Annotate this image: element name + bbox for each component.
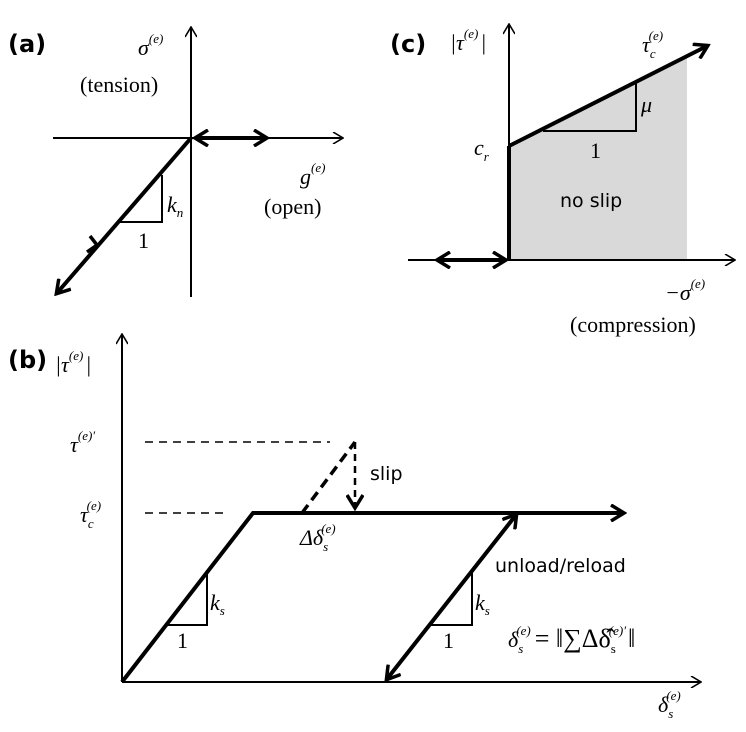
svg-text:ks: ks [210,590,225,618]
b-trial-path [300,440,357,515]
c-slope-triangle [543,82,637,132]
c-y-sup: (e) [464,26,478,41]
b-y-close: | [85,352,91,377]
svg-text:|τ(e)|: |τ(e)| [450,26,486,55]
svg-text:τ(e)′: τ(e)′ [70,428,95,457]
c-no-slip-region [509,57,687,260]
b-loading-path [120,513,623,684]
panel-a-label: (a) [8,30,46,58]
b-formula-lhs-sub: s [518,641,523,656]
c-tau-c-sup: (e) [649,28,663,43]
b-formula: δs(e) = ‖∑Δδ̂s(e)′‖ [508,623,635,656]
b-run-label-1: 1 [177,628,188,653]
b-formula-lhs: δ [508,627,519,652]
a-arrowhead [85,234,100,254]
c-compression-label: (compression) [570,312,696,337]
b-formula-lhs-sup: (e) [516,623,530,638]
b-delta-label: Δδ [299,525,324,550]
svg-text:g(e): g(e) [300,160,325,189]
b-slip-label: slip [370,463,403,485]
c-y-axis-label: |τ [450,30,465,55]
c-x-axis-label: −σ [665,280,692,305]
b-tau-c-sub: c [88,516,94,531]
c-run-label: 1 [590,138,601,163]
b-unload-reload-arrow [387,515,516,679]
svg-text:σ(e): σ(e) [138,31,163,60]
c-tau-c-sub: c [650,46,656,61]
b-delta-sup: (e) [321,521,335,536]
a-run-label: 1 [138,228,149,253]
b-ks-sub-2: s [485,603,490,618]
a-kn-label: k [167,192,178,217]
a-y-axis-label: σ [138,35,150,60]
b-unload-label: unload/reload [495,555,626,577]
b-formula-rhs: = ‖∑Δδ̂ [535,624,616,653]
b-formula-rhs-sub: s [611,641,616,656]
b-x-sup: (e) [666,688,680,703]
svg-text:τc(e): τc (e) [642,28,663,61]
a-y-sup: (e) [149,31,163,46]
a-open-label: (open) [264,194,321,219]
b-delta-sub: s [323,539,328,554]
a-normal-stiffness-line [57,136,193,293]
c-mu-label: μ [640,92,652,117]
svg-text:Δδs(e): Δδs (e) [299,521,336,554]
b-tau-c-sup: (e) [87,498,101,513]
b-x-sub: s [668,706,673,721]
svg-text:−σ(e): −σ(e) [665,276,705,305]
a-slope-triangle [120,175,163,223]
c-y-close: | [480,30,486,55]
b-tau-prime-sup: (e)′ [78,428,95,443]
panel-a: (a) σ(e) (tension) kn 1 g(e) (open) [8,28,342,297]
panel-c: (c) |τ(e)| τc(e) cr μ 1 no slip −σ(e) (c… [390,25,734,337]
b-formula-rhs-sup: (e)′ [609,623,626,638]
panel-c-label: (c) [390,30,426,58]
c-friction-line [508,46,707,148]
svg-text:cr: cr [474,135,490,164]
c-cohesion-label: c [474,135,484,160]
b-slope-triangle-2 [430,570,473,626]
b-slope-triangle-1 [165,570,208,626]
c-cohesion-sub: r [484,149,490,164]
c-no-slip-label: no slip [560,190,622,212]
b-run-label-2: 1 [443,628,454,653]
svg-text:ks: ks [475,590,490,618]
c-x-sup: (e) [691,276,705,291]
b-y-sup: (e) [69,348,83,363]
a-x-sup: (e) [311,160,325,175]
b-formula-close: ‖ [628,624,635,653]
c-tau-c-label: τ [642,32,651,57]
panel-b-label: (b) [8,346,47,374]
panel-b: (b) |τ(e)| τ(e)′ τc(e) slip Δδs(e) unloa… [8,335,700,721]
b-x-axis-label: δ [658,692,669,717]
svg-text:|τ(e)|: |τ(e)| [55,348,91,377]
b-tau-prime-label: τ [70,432,79,457]
b-tau-c-label: τ [80,502,89,527]
a-tension-label: (tension) [80,72,158,97]
svg-text:τc(e): τc (e) [80,498,101,531]
svg-text:kn: kn [167,192,183,220]
b-ks-label-1: k [210,590,221,615]
svg-text:δs(e): δs (e) [658,688,681,721]
b-ks-label-2: k [475,590,486,615]
a-x-axis-label: g [300,164,311,189]
b-ks-sub-1: s [220,603,225,618]
b-y-axis-label: |τ [55,352,70,377]
a-kn-sub: n [177,205,184,220]
